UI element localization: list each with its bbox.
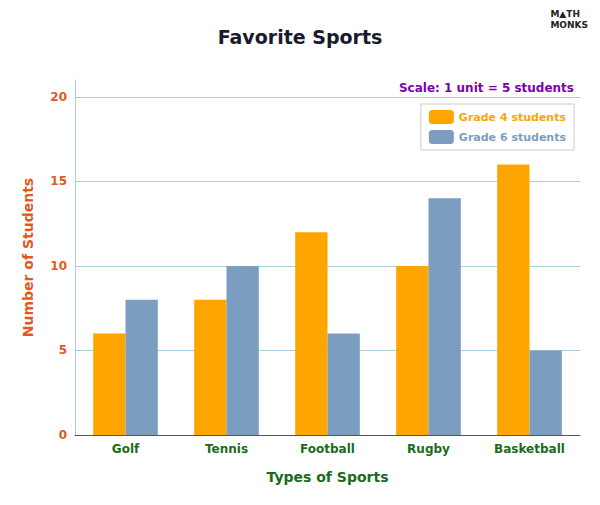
svg-text:0: 0: [59, 428, 67, 442]
svg-text:Rugby: Rugby: [407, 442, 450, 456]
svg-text:Grade 6 students: Grade 6 students: [459, 131, 567, 144]
svg-text:Grade 4 students: Grade 4 students: [459, 111, 567, 124]
svg-text:M▲TH: M▲TH: [550, 9, 580, 19]
svg-text:Basketball: Basketball: [494, 442, 565, 456]
svg-text:Football: Football: [300, 442, 355, 456]
svg-text:20: 20: [50, 90, 67, 104]
svg-text:Scale: 1 unit = 5 students: Scale: 1 unit = 5 students: [399, 81, 574, 95]
svg-text:MONKS: MONKS: [550, 20, 588, 30]
svg-text:15: 15: [50, 174, 67, 188]
svg-text:Number of Students: Number of Students: [20, 178, 36, 337]
svg-text:Tennis: Tennis: [205, 442, 248, 456]
svg-text:Golf: Golf: [112, 442, 140, 456]
svg-text:Types of Sports: Types of Sports: [267, 469, 389, 485]
svg-text:5: 5: [59, 343, 67, 357]
svg-text:Favorite Sports: Favorite Sports: [218, 26, 383, 48]
svg-text:10: 10: [50, 259, 67, 273]
